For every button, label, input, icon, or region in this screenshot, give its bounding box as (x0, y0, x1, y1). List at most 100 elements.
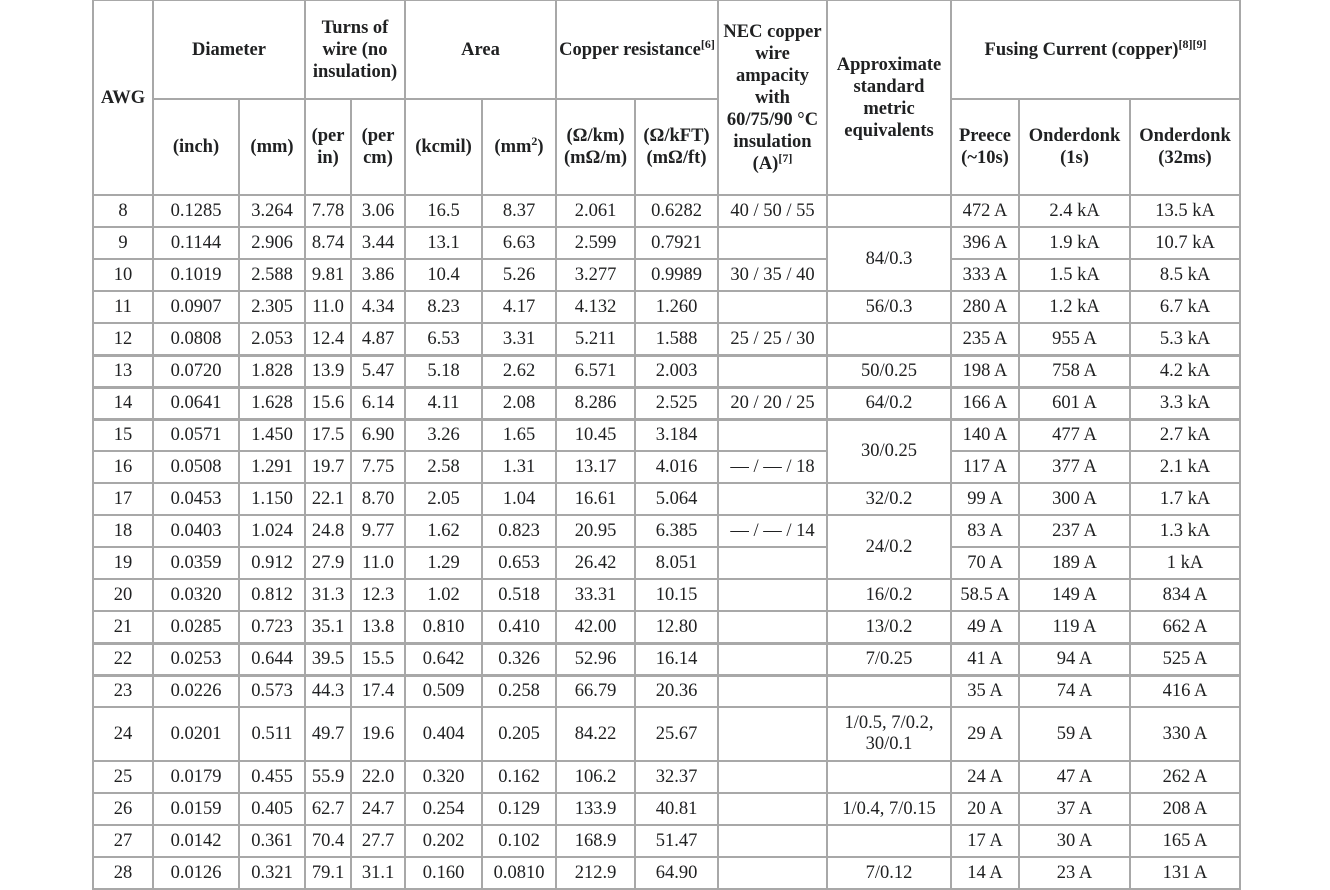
cell-ohm-km: 5.211 (555, 322, 636, 356)
cell-ond32: 1.3 kA (1129, 514, 1241, 548)
cell-per-in: 15.6 (304, 385, 352, 420)
cell-ond1: 377 A (1018, 450, 1131, 484)
cell-awg: 25 (92, 760, 154, 794)
cell-nec: — / — / 18 (717, 450, 828, 484)
cell-ond1: 758 A (1018, 353, 1131, 388)
cell-ohm-kft: 0.7921 (634, 226, 719, 260)
cell-ond32: 165 A (1129, 824, 1241, 858)
cell-per-cm: 27.7 (350, 824, 406, 858)
cell-ohm-kft: 10.15 (634, 578, 719, 612)
cell-per-in: 31.3 (304, 578, 352, 612)
cell-per-in: 44.3 (304, 673, 352, 708)
cell-inch: 0.0285 (152, 610, 240, 644)
cell-mm: 2.053 (238, 322, 306, 356)
cell-awg: 16 (92, 450, 154, 484)
cell-ohm-km: 20.95 (555, 514, 636, 548)
cell-awg: 13 (92, 353, 154, 388)
cell-ond32: 416 A (1129, 673, 1241, 708)
table-row: 17 0.0453 1.150 22.1 8.70 2.05 1.04 16.61 5.064 3… (92, 482, 1241, 516)
cell-ond32: 13.5 kA (1129, 194, 1241, 228)
cell-ohm-kft: 6.385 (634, 514, 719, 548)
cell-per-cm: 31.1 (350, 856, 406, 890)
cell-nec (717, 546, 828, 580)
reference-link[interactable]: [7] (778, 150, 793, 165)
cell-per-in: 11.0 (304, 290, 352, 324)
cell-nec: 40 / 50 / 55 (717, 194, 828, 228)
cell-ond32: 2.7 kA (1129, 417, 1241, 452)
cell-nec (717, 792, 828, 826)
cell-awg: 15 (92, 417, 154, 452)
cell-ond32: 1.7 kA (1129, 482, 1241, 516)
cell-per-cm: 3.86 (350, 258, 406, 292)
cell-inch: 0.0641 (152, 385, 240, 420)
cell-metric: 7/0.25 (826, 641, 952, 676)
cell-awg: 20 (92, 578, 154, 612)
cell-ond32: 525 A (1129, 641, 1241, 676)
cell-ond32: 3.3 kA (1129, 385, 1241, 420)
cell-ohm-kft: 2.003 (634, 353, 719, 388)
cell-preece: 280 A (950, 290, 1020, 324)
cell-inch: 0.0403 (152, 514, 240, 548)
header-copper-resistance-label: Copper resistance (559, 39, 701, 60)
cell-metric (826, 194, 952, 228)
cell-mm2: 0.518 (481, 578, 557, 612)
header-mm2-close: ) (537, 137, 544, 157)
cell-ohm-kft: 5.064 (634, 482, 719, 516)
cell-ond32: 208 A (1129, 792, 1241, 826)
cell-per-in: 12.4 (304, 322, 352, 356)
cell-mm2: 0.823 (481, 514, 557, 548)
cell-metric: 50/0.25 (826, 353, 952, 388)
cell-ond1: 601 A (1018, 385, 1131, 420)
cell-nec (717, 610, 828, 644)
cell-ohm-kft: 16.14 (634, 641, 719, 676)
cell-nec (717, 578, 828, 612)
cell-inch: 0.0159 (152, 792, 240, 826)
cell-preece: 333 A (950, 258, 1020, 292)
cell-per-in: 9.81 (304, 258, 352, 292)
cell-mm: 2.906 (238, 226, 306, 260)
cell-ond32: 4.2 kA (1129, 353, 1241, 388)
cell-metric: 84/0.3 (826, 226, 952, 292)
cell-nec (717, 226, 828, 260)
cell-metric (826, 322, 952, 356)
cell-mm: 2.588 (238, 258, 306, 292)
cell-mm2: 3.31 (481, 322, 557, 356)
cell-ond1: 30 A (1018, 824, 1131, 858)
header-per-in: (per in) (304, 98, 352, 196)
cell-awg: 14 (92, 385, 154, 420)
reference-link[interactable]: [6] (700, 36, 715, 51)
cell-ohm-kft: 0.9989 (634, 258, 719, 292)
cell-ohm-kft: 2.525 (634, 385, 719, 420)
cell-mm2: 0.205 (481, 706, 557, 762)
cell-preece: 70 A (950, 546, 1020, 580)
table-row: 21 0.0285 0.723 35.1 13.8 0.810 0.410 42.00 12.8… (92, 610, 1241, 644)
table-row: 26 0.0159 0.405 62.7 24.7 0.254 0.129 133.9 40.8… (92, 792, 1241, 826)
cell-ohm-kft: 4.016 (634, 450, 719, 484)
cell-mm2: 0.0810 (481, 856, 557, 890)
cell-per-cm: 11.0 (350, 546, 406, 580)
cell-preece: 117 A (950, 450, 1020, 484)
cell-kcmil: 5.18 (404, 353, 483, 388)
cell-ohm-km: 42.00 (555, 610, 636, 644)
cell-ohm-kft: 1.260 (634, 290, 719, 324)
cell-metric (826, 673, 952, 708)
table-row: 9 0.1144 2.906 8.74 3.44 13.1 6.63 2.599 0.7921 8… (92, 226, 1241, 292)
cell-preece: 58.5 A (950, 578, 1020, 612)
cell-awg: 9 (92, 226, 154, 260)
cell-per-cm: 3.06 (350, 194, 406, 228)
cell-ond1: 37 A (1018, 792, 1131, 826)
table-row: 11 0.0907 2.305 11.0 4.34 8.23 4.17 4.132 1.260 5… (92, 290, 1241, 324)
cell-awg: 10 (92, 258, 154, 292)
cell-ond1: 59 A (1018, 706, 1131, 762)
cell-preece: 235 A (950, 322, 1020, 356)
cell-mm: 1.828 (238, 353, 306, 388)
cell-preece: 41 A (950, 641, 1020, 676)
cell-kcmil: 0.254 (404, 792, 483, 826)
cell-awg: 24 (92, 706, 154, 762)
reference-link[interactable]: [8][9] (1178, 36, 1207, 51)
cell-nec (717, 290, 828, 324)
cell-mm2: 4.17 (481, 290, 557, 324)
cell-preece: 35 A (950, 673, 1020, 708)
cell-ohm-km: 16.61 (555, 482, 636, 516)
cell-mm2: 8.37 (481, 194, 557, 228)
